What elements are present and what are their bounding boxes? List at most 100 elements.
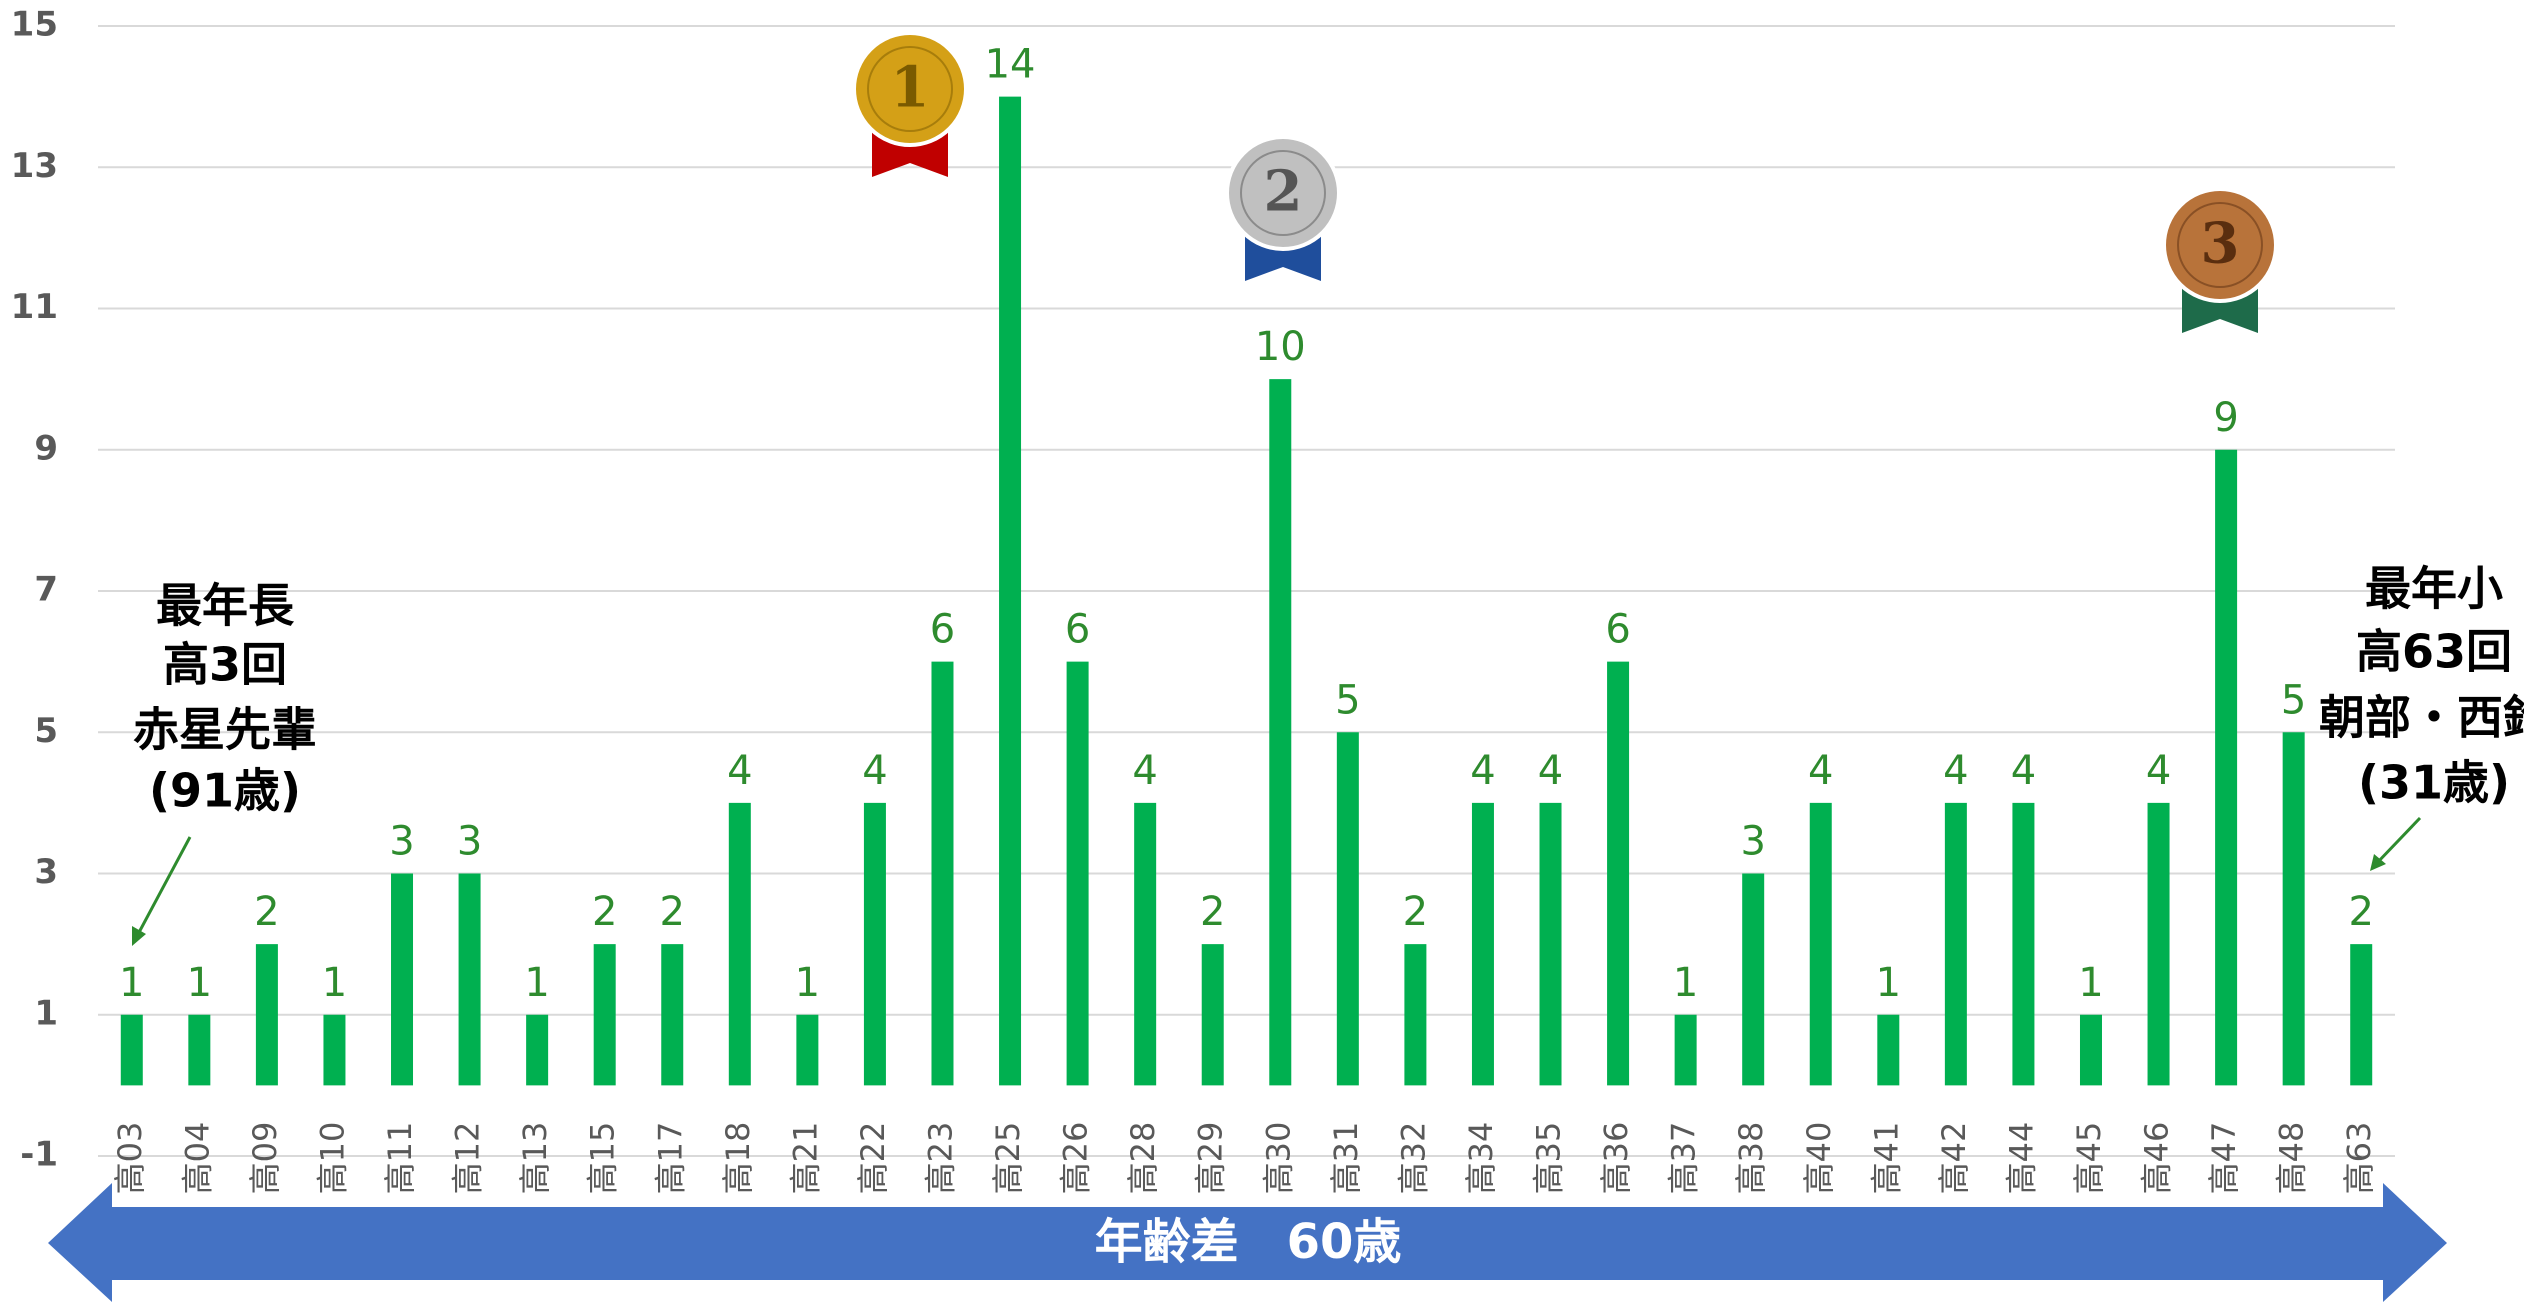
x-tick-label: 高31 (1327, 1122, 1365, 1195)
bar (1337, 732, 1359, 1085)
y-tick-label: -1 (20, 1135, 58, 1175)
value-label: 4 (1808, 748, 1833, 794)
y-tick-label: 15 (11, 5, 58, 45)
x-tick-label: 高30 (1259, 1122, 1297, 1195)
value-label: 4 (1538, 748, 1563, 794)
x-tick-label: 高03 (111, 1122, 149, 1195)
x-tick-label: 高28 (1124, 1122, 1162, 1195)
x-tick-label: 高18 (719, 1122, 757, 1195)
bar (2283, 732, 2305, 1085)
bar (2215, 450, 2237, 1086)
plot: -113579111315高031高041高092高101高113高123高13… (11, 5, 2524, 1195)
x-tick-label: 高63 (2340, 1122, 2378, 1195)
x-tick-label: 高15 (584, 1122, 622, 1195)
bar (1675, 1015, 1697, 1086)
value-label: 2 (1403, 889, 1428, 935)
annotation: (91歳) (149, 764, 301, 818)
x-tick-label: 高48 (2273, 1122, 2311, 1195)
bar (1134, 803, 1156, 1086)
medal: 1 (854, 33, 966, 177)
x-tick-label: 高22 (854, 1122, 892, 1195)
value-label: 3 (457, 819, 482, 865)
bar (931, 662, 953, 1086)
x-tick-label: 高46 (2138, 1122, 2176, 1195)
value-label: 2 (254, 889, 279, 935)
x-tick-label: 高47 (2205, 1122, 2243, 1195)
bar (594, 944, 616, 1085)
annotation: 高3回 (163, 638, 287, 692)
value-label: 3 (389, 819, 414, 865)
bar (1810, 803, 1832, 1086)
medal: 3 (2164, 189, 2276, 333)
value-label: 1 (1876, 960, 1901, 1006)
x-tick-label: 高44 (2002, 1122, 2040, 1195)
annotation: 最年小 (2365, 562, 2503, 616)
value-label: 6 (930, 607, 955, 653)
bar (1540, 803, 1562, 1086)
value-label: 9 (2213, 395, 2238, 441)
bar (1067, 662, 1089, 1086)
value-label: 1 (524, 960, 549, 1006)
chart: -113579111315高031高041高092高101高113高123高13… (0, 0, 2524, 1302)
bar (2148, 803, 2170, 1086)
value-label: 4 (2146, 748, 2171, 794)
x-tick-label: 高10 (313, 1122, 351, 1195)
bar (2350, 944, 2372, 1085)
bar (391, 874, 413, 1086)
annotation: (31歳) (2358, 756, 2510, 810)
bar (661, 944, 683, 1085)
value-label: 6 (1065, 607, 1090, 653)
annotation: 赤星先輩 (133, 703, 317, 757)
x-tick-label: 高25 (989, 1122, 1027, 1195)
value-label: 6 (1605, 607, 1630, 653)
y-tick-label: 11 (11, 287, 58, 327)
annotation: 高63回 (2356, 625, 2512, 679)
value-label: 4 (1470, 748, 1495, 794)
x-tick-label: 高36 (1597, 1122, 1635, 1195)
x-tick-label: 高35 (1530, 1122, 1568, 1195)
x-tick-label: 高21 (786, 1122, 824, 1195)
age-span-arrow: 年齢差 60歳 (48, 1183, 2447, 1302)
value-label: 5 (1335, 677, 1360, 723)
x-tick-label: 高23 (921, 1122, 959, 1195)
x-tick-label: 高41 (1867, 1122, 1905, 1195)
pointer-head (132, 926, 146, 946)
medal: 2 (1227, 137, 1339, 281)
value-label: 1 (187, 960, 212, 1006)
bar (1877, 1015, 1899, 1086)
value-label: 2 (592, 889, 617, 935)
y-tick-label: 13 (11, 146, 58, 186)
value-label: 2 (2348, 889, 2373, 935)
medal-rank: 3 (2201, 211, 2240, 277)
bar (864, 803, 886, 1086)
value-label: 10 (1255, 324, 1306, 370)
bar (1202, 944, 1224, 1085)
x-tick-label: 高12 (449, 1122, 487, 1195)
medal-rank: 1 (891, 55, 930, 121)
x-tick-label: 高42 (1935, 1122, 1973, 1195)
annotation: 最年長 (156, 579, 295, 633)
bar (999, 97, 1021, 1086)
value-label: 5 (2281, 677, 2306, 723)
value-label: 2 (660, 889, 685, 935)
value-label: 4 (862, 748, 887, 794)
x-tick-label: 高29 (1192, 1122, 1230, 1195)
bar (1269, 379, 1291, 1085)
value-label: 4 (2011, 748, 2036, 794)
bar (1472, 803, 1494, 1086)
x-tick-label: 高13 (516, 1122, 554, 1195)
x-tick-label: 高34 (1462, 1122, 1500, 1195)
bar (2012, 803, 2034, 1086)
x-tick-label: 高38 (1732, 1122, 1770, 1195)
y-tick-label: 9 (34, 428, 58, 468)
bar (2080, 1015, 2102, 1086)
x-tick-label: 高17 (651, 1122, 689, 1195)
y-tick-label: 1 (34, 993, 58, 1033)
pointer (136, 837, 190, 938)
bar (729, 803, 751, 1086)
value-label: 1 (1673, 960, 1698, 1006)
value-label: 1 (795, 960, 820, 1006)
bar (459, 874, 481, 1086)
pointer (2376, 818, 2420, 864)
bar (323, 1015, 345, 1086)
